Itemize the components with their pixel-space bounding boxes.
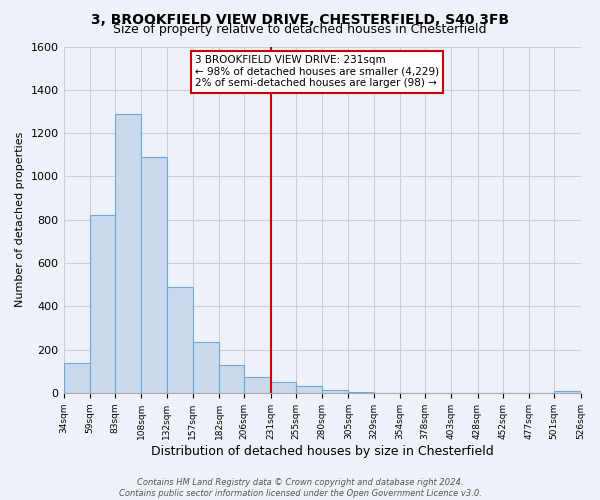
Bar xyxy=(90,216,115,393)
Text: 3, BROOKFIELD VIEW DRIVE, CHESTERFIELD, S40 3FB: 3, BROOKFIELD VIEW DRIVE, CHESTERFIELD, … xyxy=(91,12,509,26)
Bar xyxy=(193,342,219,393)
X-axis label: Distribution of detached houses by size in Chesterfield: Distribution of detached houses by size … xyxy=(151,444,493,458)
Bar xyxy=(554,390,581,393)
Bar xyxy=(348,392,374,393)
Bar xyxy=(141,157,167,393)
Bar xyxy=(219,364,244,393)
Bar xyxy=(167,287,193,393)
Text: Contains HM Land Registry data © Crown copyright and database right 2024.
Contai: Contains HM Land Registry data © Crown c… xyxy=(119,478,481,498)
Text: 3 BROOKFIELD VIEW DRIVE: 231sqm
← 98% of detached houses are smaller (4,229)
2% : 3 BROOKFIELD VIEW DRIVE: 231sqm ← 98% of… xyxy=(195,55,439,88)
Bar xyxy=(322,390,348,393)
Bar xyxy=(64,362,90,393)
Bar xyxy=(115,114,141,393)
Text: Size of property relative to detached houses in Chesterfield: Size of property relative to detached ho… xyxy=(113,24,487,36)
Bar xyxy=(296,386,322,393)
Bar xyxy=(271,382,296,393)
Bar xyxy=(244,376,271,393)
Y-axis label: Number of detached properties: Number of detached properties xyxy=(15,132,25,308)
